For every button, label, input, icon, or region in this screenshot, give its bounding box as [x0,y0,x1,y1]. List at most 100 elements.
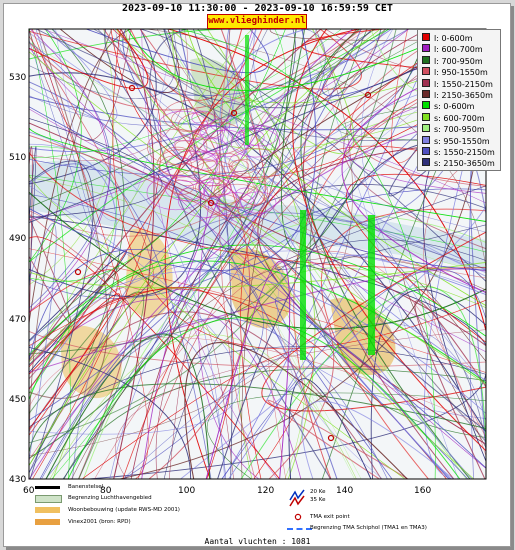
runway-label: Banenstelsel [68,484,104,490]
holding-loop [228,147,282,180]
flight-track [29,286,234,479]
legend-item: l: 950-1550m [422,67,488,77]
flight-track [29,29,433,176]
flight-track [29,174,406,479]
flight-track [29,51,486,385]
noise-contour-icon [289,489,305,507]
ke20-label: 20 Ke [310,489,326,495]
holding-loop [213,175,269,209]
flight-track [370,289,486,479]
flight-track [29,29,317,271]
legend-swatch [422,67,430,76]
legend-item: s: 0-600m [422,101,474,111]
legend-swatch [422,101,430,110]
legend-label: s: 950-1550m [434,136,490,146]
flight-track [94,250,486,479]
flight-track [29,248,486,373]
flight-track [29,29,108,399]
flight-track [29,41,111,309]
flight-track [29,191,486,330]
runway-swatch [35,486,60,489]
flight-track [29,29,115,286]
flight-track [240,286,486,479]
legend-item: s: 1550-2150m [422,147,495,157]
legend-item: l: 2150-3650m [422,90,493,100]
flight-track [89,373,486,479]
flight-track [266,318,330,479]
flight-track [67,317,461,479]
altitude-legend: l: 0-600m l: 600-700m l: 700-950m l: 950-15… [417,29,501,171]
legend-label: l: 1550-2150m [434,79,493,89]
legend-label: s: 2150-3650m [434,159,495,169]
flight-track [29,108,486,353]
flight-track [55,29,174,222]
flight-track [205,260,291,479]
holding-loop [174,140,194,152]
flight-track [29,29,118,121]
flight-track [49,334,357,479]
flight-track [29,29,363,111]
x-axis: 60 80 100 120 140 160 [23,486,431,496]
flight-track [168,318,234,479]
flight-track [184,342,408,479]
flight-track [280,29,431,253]
holding-loop [235,187,256,201]
y-tick-label: 470 [9,315,26,325]
flight-track [29,29,362,421]
x-tick-label: 100 [178,486,195,496]
flight-track [414,300,486,479]
flight-track [63,367,486,479]
flight-track [29,29,202,297]
flight-track [29,270,486,414]
site-badge[interactable]: www.vlieghinder.nl [207,14,307,29]
holding-loop [178,187,203,203]
flight-track [29,29,353,456]
holding-loop [230,127,281,158]
holding-loop [199,124,223,140]
flight-track [29,29,157,185]
flight-track [45,333,211,479]
flight-track [219,29,452,479]
y-tick-label: 450 [9,395,26,405]
holding-loop [177,112,224,141]
holding-loop [147,128,208,166]
map-border [28,28,487,480]
legend-label: l: 700-950m [434,56,483,66]
holding-loop [236,129,265,147]
legend-label: l: 600-700m [434,45,483,55]
flight-track [170,29,355,155]
ke35-label: 35 Ke [310,497,326,503]
flight-track [309,29,486,438]
flight-track [218,29,256,479]
flight-track [29,29,322,361]
flight-track [29,223,57,461]
legend-item: s: 600-700m [422,112,485,123]
holding-loop [189,125,234,152]
legend-swatch [422,124,430,133]
flight-track [206,392,486,479]
vinex-label: Vinex2001 (bron: RPD) [68,519,131,525]
flight-track [29,317,388,479]
green-corridor [245,35,375,360]
flight-track [115,29,486,233]
flight-track [186,29,486,306]
flight-track [29,146,117,394]
flight-track [29,29,286,282]
holding-loop [193,160,236,187]
flight-track [221,268,486,479]
x-tick-label: 120 [257,486,274,496]
flight-track [29,383,486,453]
flight-track [141,29,278,479]
flight-track [29,29,149,89]
holding-loop [195,171,249,205]
x-tick-label: 160 [414,486,431,496]
flight-track [29,346,192,479]
housing-swatch [35,507,60,513]
flight-track [469,163,486,454]
flight-track [29,29,381,466]
y-axis: 530 510 490 470 450 430 [9,73,26,485]
tma-exit-points [74,84,372,442]
legend-swatch [422,55,430,64]
flight-track [424,75,486,479]
legend-swatch [422,78,430,87]
